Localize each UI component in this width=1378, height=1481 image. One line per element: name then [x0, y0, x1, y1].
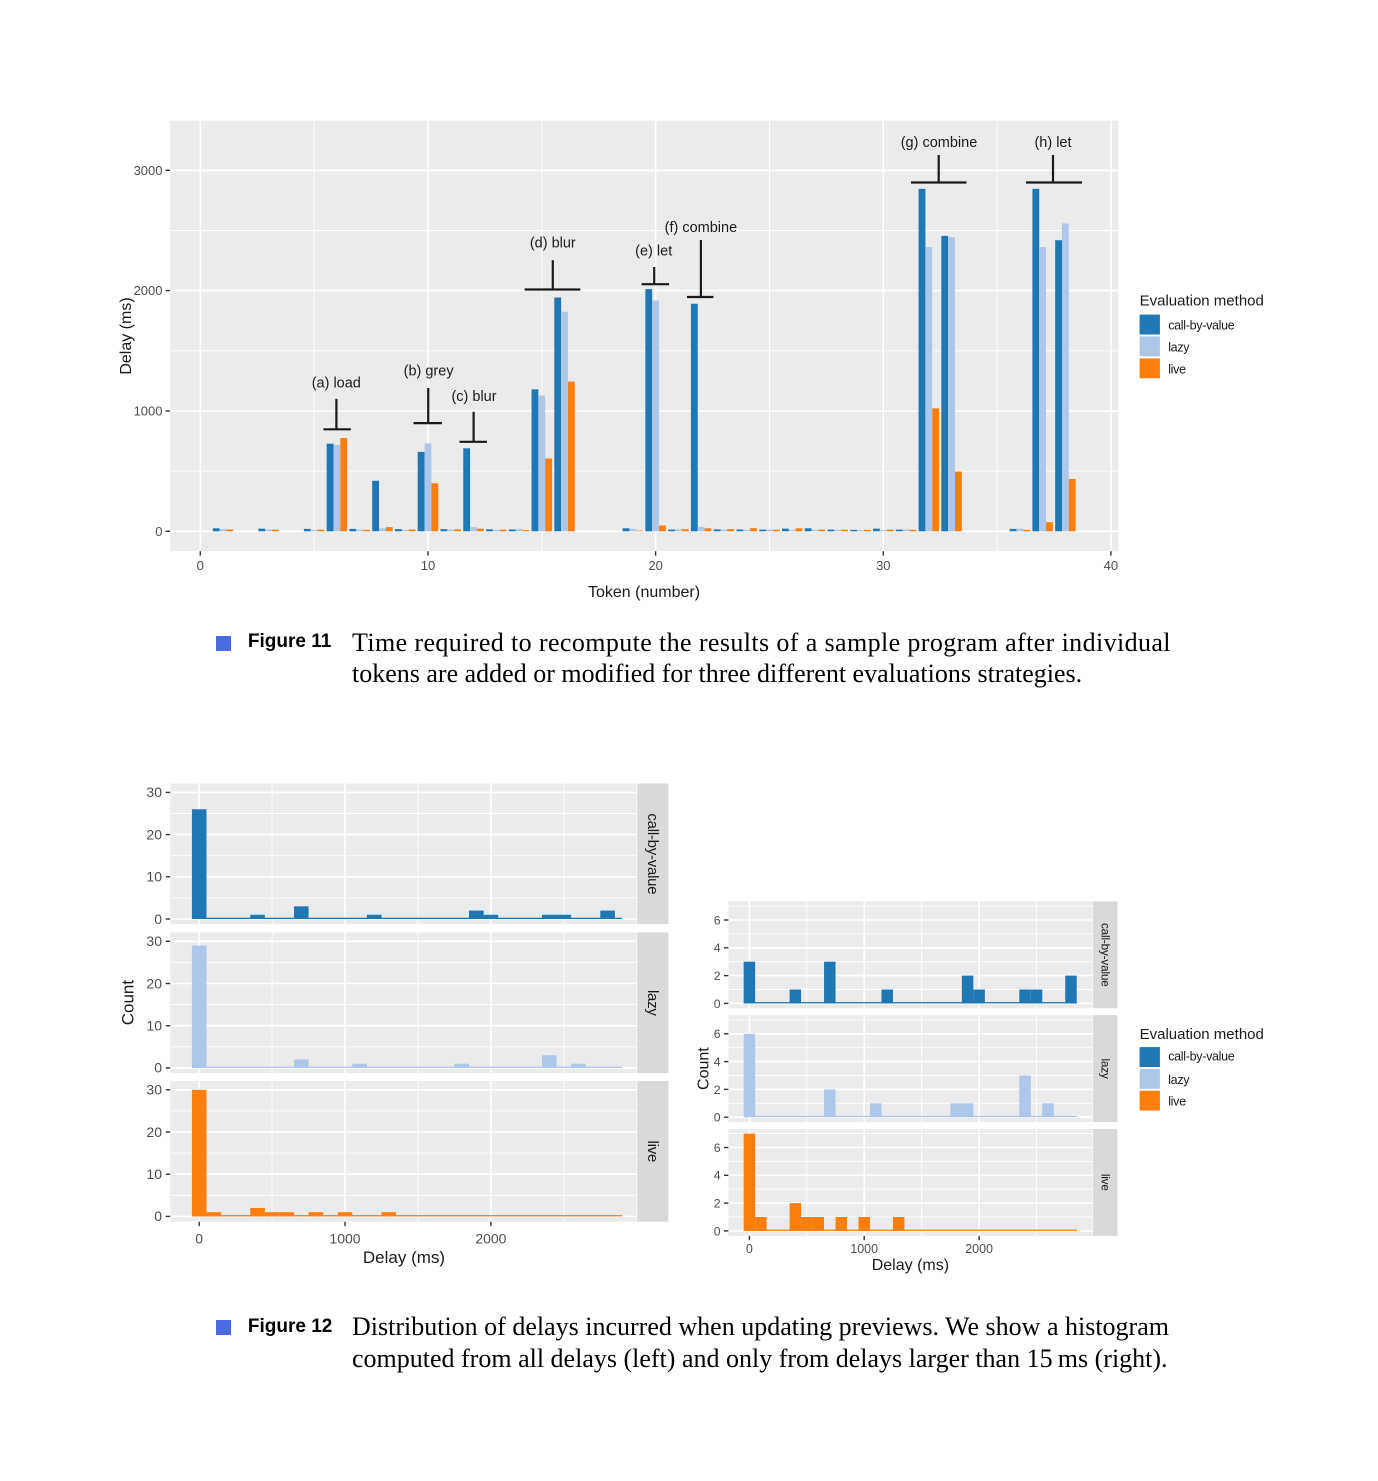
svg-text:1000: 1000 — [850, 1242, 878, 1256]
svg-text:call-by-value: call-by-value — [1168, 319, 1235, 333]
svg-text:0: 0 — [714, 1111, 721, 1125]
svg-text:Delay (ms): Delay (ms) — [118, 297, 135, 374]
svg-text:(g) combine: (g) combine — [901, 135, 978, 151]
svg-text:Evaluation method: Evaluation method — [1140, 292, 1264, 309]
svg-text:2000: 2000 — [134, 283, 163, 298]
svg-text:call-by-value: call-by-value — [1098, 923, 1112, 987]
svg-text:call-by-value: call-by-value — [644, 813, 661, 894]
svg-text:0: 0 — [197, 558, 204, 573]
svg-text:lazy: lazy — [1168, 1073, 1190, 1087]
svg-text:10: 10 — [146, 869, 162, 885]
svg-text:Count: Count — [119, 980, 138, 1026]
svg-text:0: 0 — [154, 1060, 162, 1076]
svg-text:0: 0 — [195, 1231, 203, 1247]
svg-text:3000: 3000 — [134, 163, 163, 178]
svg-text:20: 20 — [146, 826, 162, 842]
svg-text:2: 2 — [714, 1197, 721, 1211]
svg-text:call-by-value: call-by-value — [1168, 1049, 1235, 1063]
svg-text:10: 10 — [146, 1018, 162, 1034]
svg-text:4: 4 — [714, 1055, 721, 1069]
svg-text:(f) combine: (f) combine — [665, 220, 738, 236]
svg-text:live: live — [644, 1141, 661, 1163]
svg-text:2000: 2000 — [475, 1231, 506, 1247]
svg-text:0: 0 — [154, 911, 162, 927]
svg-text:1000: 1000 — [329, 1231, 360, 1247]
svg-text:Evaluation method: Evaluation method — [1140, 1026, 1264, 1043]
svg-text:Delay (ms): Delay (ms) — [872, 1257, 949, 1274]
svg-text:10: 10 — [146, 1166, 162, 1182]
svg-text:0: 0 — [714, 997, 721, 1011]
svg-text:30: 30 — [146, 784, 162, 800]
svg-text:lazy: lazy — [1168, 340, 1190, 354]
svg-text:2: 2 — [714, 969, 721, 983]
svg-text:(e) let: (e) let — [635, 244, 672, 260]
svg-text:20: 20 — [648, 558, 662, 573]
svg-text:30: 30 — [146, 933, 162, 949]
svg-text:0: 0 — [746, 1242, 753, 1256]
svg-text:live: live — [1098, 1174, 1112, 1192]
svg-text:lazy: lazy — [1098, 1059, 1112, 1079]
svg-text:(b) grey: (b) grey — [404, 364, 455, 380]
svg-text:6: 6 — [714, 913, 721, 927]
svg-text:30: 30 — [876, 558, 890, 573]
svg-text:(c) blur: (c) blur — [451, 389, 496, 405]
svg-text:10: 10 — [421, 558, 435, 573]
svg-text:live: live — [1168, 1095, 1186, 1109]
svg-text:0: 0 — [155, 524, 162, 539]
svg-text:4: 4 — [714, 941, 721, 955]
svg-text:0: 0 — [154, 1208, 162, 1224]
svg-text:Token (number): Token (number) — [588, 584, 700, 601]
svg-text:(a) load: (a) load — [312, 376, 361, 392]
svg-text:6: 6 — [714, 1141, 721, 1155]
svg-text:(d) blur: (d) blur — [530, 236, 576, 252]
svg-text:(h) let: (h) let — [1034, 135, 1071, 151]
svg-text:2: 2 — [714, 1083, 721, 1097]
svg-text:2000: 2000 — [965, 1242, 993, 1256]
svg-text:20: 20 — [146, 975, 162, 991]
svg-text:4: 4 — [714, 1169, 721, 1183]
svg-text:lazy: lazy — [644, 990, 661, 1016]
svg-text:0: 0 — [714, 1224, 721, 1238]
svg-text:Delay (ms): Delay (ms) — [363, 1248, 445, 1267]
svg-text:Count: Count — [696, 1047, 713, 1090]
svg-text:live: live — [1168, 362, 1186, 376]
svg-text:6: 6 — [714, 1027, 721, 1041]
svg-text:30: 30 — [146, 1082, 162, 1098]
svg-text:40: 40 — [1104, 558, 1118, 573]
svg-text:1000: 1000 — [134, 404, 163, 419]
svg-text:20: 20 — [146, 1124, 162, 1140]
